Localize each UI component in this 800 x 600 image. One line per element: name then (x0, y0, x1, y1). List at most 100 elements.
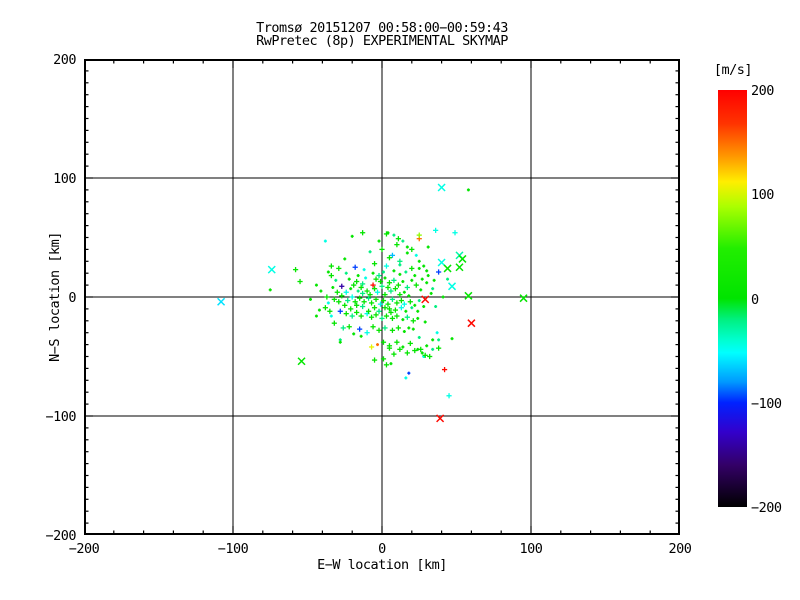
data-point-plus (377, 278, 384, 285)
data-point-plus (422, 352, 428, 358)
data-point-dot (343, 257, 347, 261)
data-point-plus (352, 299, 358, 305)
data-point-dot (334, 278, 338, 282)
data-point-dot (407, 294, 411, 298)
data-point-dot (405, 245, 409, 249)
x-tick-label: 0 (378, 541, 386, 557)
data-point-dot (414, 253, 418, 257)
data-point-plus (395, 236, 401, 242)
data-point-cross (421, 295, 430, 304)
data-point-plus (436, 269, 442, 275)
data-point-dot (383, 276, 387, 280)
data-point-dot (398, 263, 402, 267)
y-tick-label: 0 (68, 290, 76, 306)
data-point-dot (417, 266, 421, 270)
colorbar-tick-label: −200 (751, 500, 782, 516)
data-point-dot (364, 276, 368, 280)
data-point-plus (351, 282, 357, 288)
data-point-dot (347, 277, 351, 281)
data-point-dot (413, 303, 417, 307)
chart-subtitle: RwPretec (8p) EXPERIMENTAL SKYMAP (256, 33, 508, 49)
data-point-plus (397, 346, 403, 352)
colorbar-tick-label: 100 (751, 187, 774, 204)
data-point-dot (431, 287, 435, 291)
data-point-dot (410, 278, 414, 282)
data-point-plus (433, 227, 439, 233)
data-point-plus (365, 295, 372, 301)
data-point-plus (292, 267, 299, 273)
data-point-dot (317, 308, 321, 312)
data-point-dot (429, 291, 433, 295)
data-point-dot (426, 274, 430, 278)
data-point-plus (391, 277, 397, 283)
data-point-dot (411, 327, 415, 331)
data-point-plus (297, 278, 303, 285)
data-point-dot (401, 318, 405, 322)
data-point-dot (308, 297, 312, 301)
data-point-plus (386, 255, 393, 261)
data-point-cross (437, 183, 446, 192)
data-point-plus (394, 339, 400, 345)
plot-area (84, 59, 680, 535)
data-point-cross (436, 414, 445, 423)
data-point-plus (416, 232, 422, 238)
data-point-plus (382, 325, 388, 331)
data-point-dot (371, 271, 375, 275)
data-point-plus (368, 314, 375, 320)
data-point-plus (412, 347, 418, 354)
y-axis-title: N−S location [km] (47, 232, 63, 362)
data-point-plus (367, 292, 373, 298)
data-point-plus (322, 305, 328, 311)
data-point-cross (443, 264, 452, 273)
data-point-dot (401, 345, 405, 349)
colorbar-tick-label: 200 (751, 83, 774, 99)
data-point-dot (352, 332, 356, 336)
data-point-dot (425, 344, 429, 348)
data-point-plus (394, 313, 400, 319)
data-point-plus (404, 350, 410, 356)
data-point-cross (519, 294, 528, 303)
data-point-plus (383, 313, 390, 319)
data-point-plus (452, 230, 458, 236)
data-point-plus (345, 297, 351, 304)
x-tick-label: 100 (519, 541, 543, 557)
data-point-dot (392, 269, 396, 273)
y-tick-label: −200 (45, 528, 76, 544)
data-point-plus (349, 294, 355, 300)
data-point-dot (437, 338, 441, 342)
data-point-plus (340, 325, 346, 331)
data-point-dot (331, 285, 335, 289)
data-point-dot (426, 245, 430, 249)
data-point-dot (381, 270, 385, 274)
data-point-plus (410, 318, 416, 324)
data-point-plus (394, 300, 400, 306)
data-point-dot (326, 301, 330, 305)
data-point-plus (380, 356, 387, 362)
data-point-dot (314, 314, 318, 318)
data-point-dot (362, 268, 366, 272)
data-point-dot (398, 272, 402, 276)
data-point-plus (373, 312, 379, 318)
data-point-plus (409, 265, 415, 272)
data-point-dot (401, 280, 405, 284)
data-point-dot (350, 234, 354, 238)
data-point-dot (417, 335, 421, 339)
x-axis-title: E−W location [km] (317, 557, 447, 573)
data-point-dot (420, 277, 424, 281)
data-point-plus (360, 290, 366, 297)
data-point-plus (331, 320, 337, 326)
colorbar (718, 90, 747, 507)
data-point-plus (397, 292, 403, 298)
data-point-plus (446, 393, 452, 399)
data-point-plus (352, 264, 358, 270)
skymap-plot (84, 59, 680, 535)
data-point-plus (398, 305, 404, 311)
data-point-plus (379, 315, 385, 322)
data-point-plus (358, 284, 364, 291)
data-point-plus (336, 265, 342, 272)
data-point-cross (467, 319, 476, 328)
data-point-plus (360, 303, 366, 310)
data-point-plus (328, 272, 334, 279)
data-point-plus (407, 340, 413, 347)
data-point-plus (354, 302, 360, 308)
